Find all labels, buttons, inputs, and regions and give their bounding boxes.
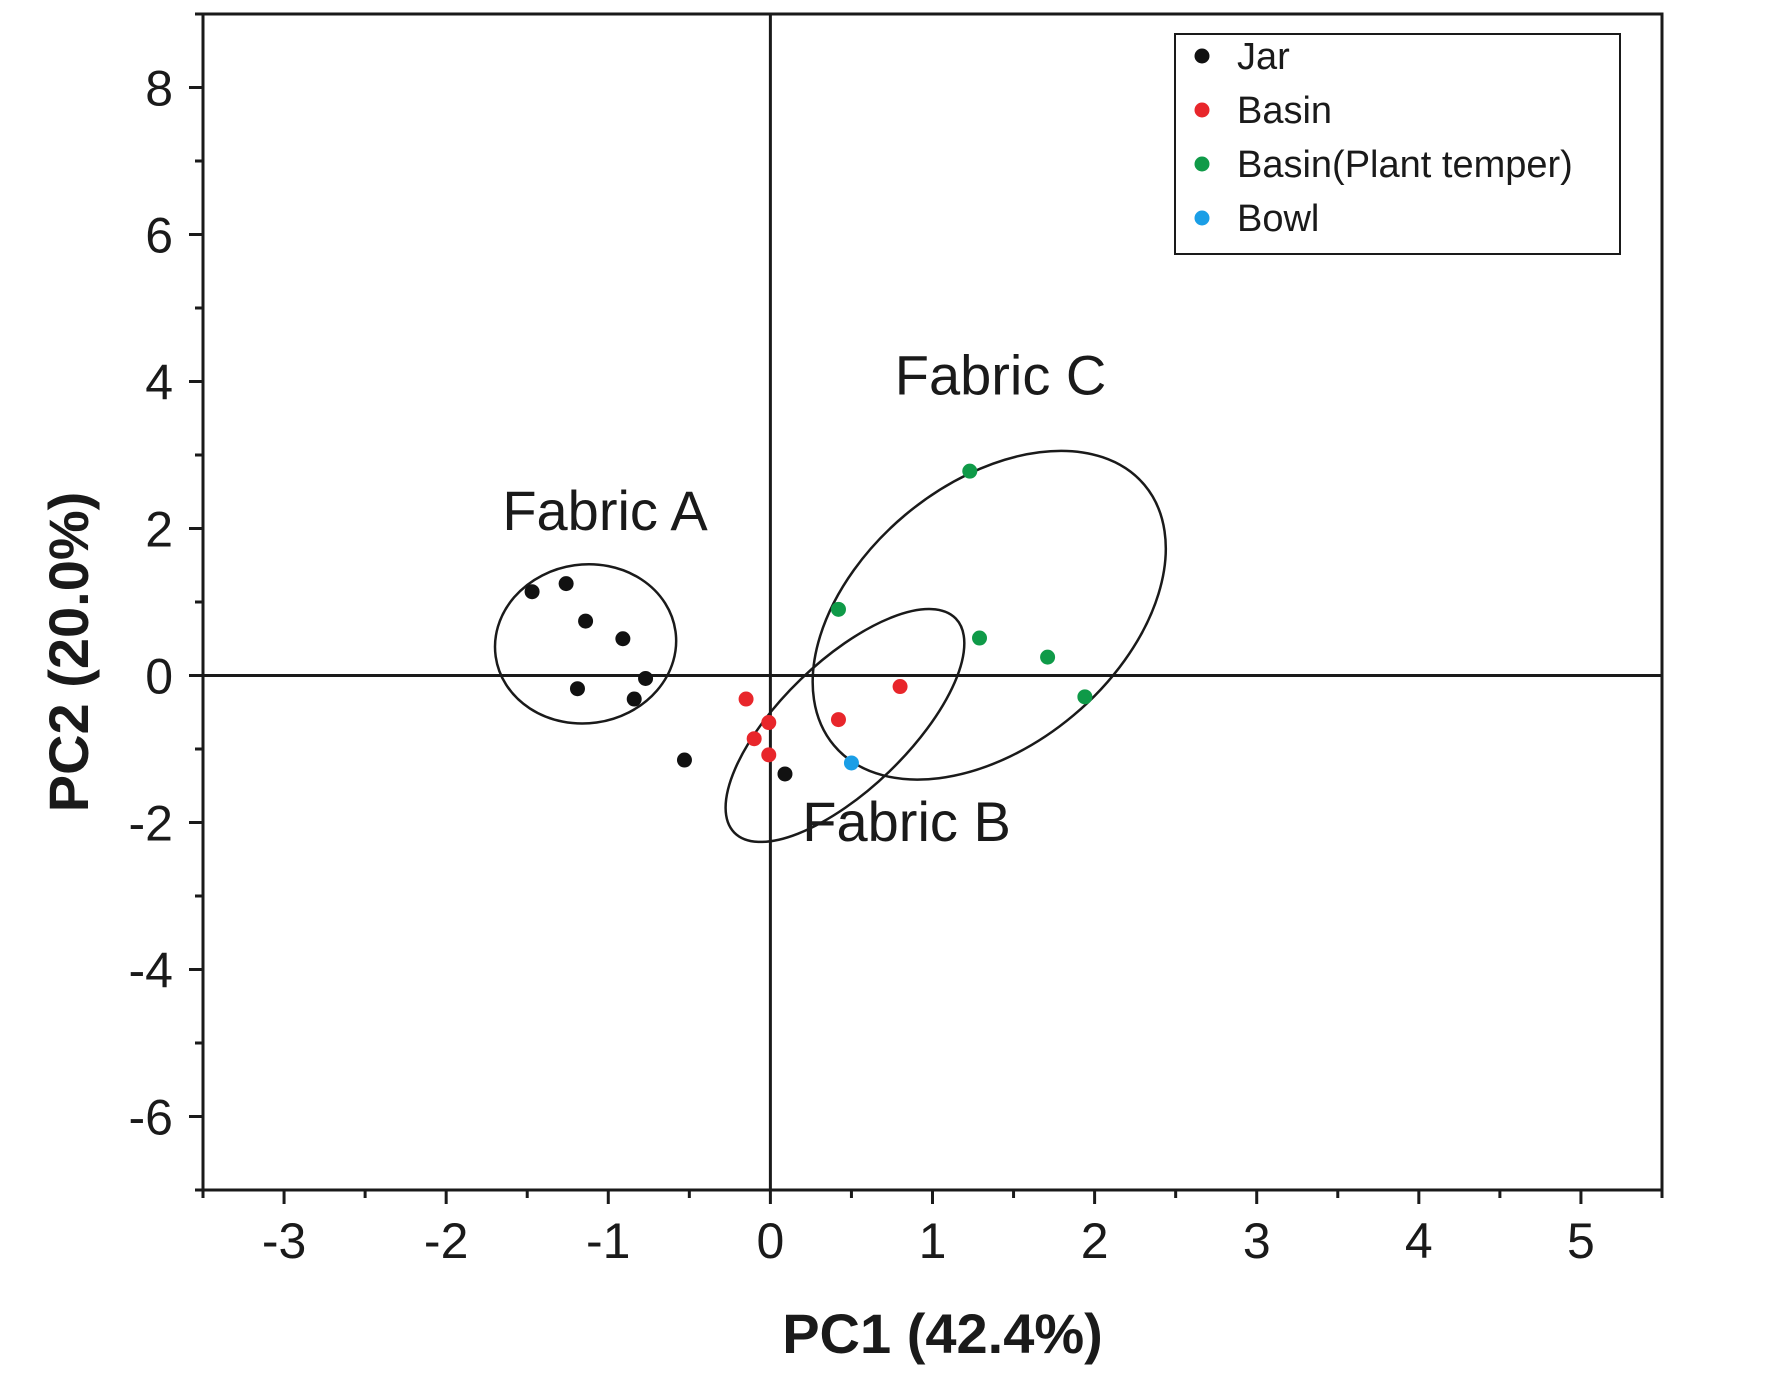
- legend-label: Jar: [1237, 36, 1290, 78]
- point-jar: [524, 584, 540, 600]
- fabric-label: Fabric A: [502, 479, 708, 542]
- point-basin: [738, 691, 754, 707]
- point-basin: [830, 712, 846, 728]
- point-basin-plant-temper: [830, 601, 846, 617]
- point-jar: [626, 691, 642, 707]
- y-tick-label: 6: [145, 208, 173, 264]
- point-basin: [761, 715, 777, 731]
- cluster-ellipse: [811, 449, 1168, 781]
- point-bowl: [843, 755, 859, 771]
- point-jar: [638, 670, 654, 686]
- point-jar: [558, 576, 574, 592]
- legend-label: Bowl: [1237, 198, 1319, 240]
- point-jar: [578, 613, 594, 629]
- point-jar: [777, 766, 793, 782]
- point-basin-plant-temper: [1040, 649, 1056, 665]
- point-jar: [569, 681, 585, 697]
- y-tick-label: -6: [129, 1090, 173, 1146]
- y-tick-label: 2: [145, 502, 173, 558]
- plot-frame: -3 -2 -1 0 1 2 3 4 5 -6 -4 -2 0 2 4 6 8: [129, 12, 1664, 1269]
- fabric-label: Fabric B: [802, 790, 1011, 853]
- x-tick-label: -3: [262, 1213, 306, 1269]
- x-tick-label: 1: [919, 1213, 947, 1269]
- legend: Jar Basin Basin(Plant temper) Bowl: [1174, 33, 1621, 255]
- cluster-annotations: Fabric A Fabric B Fabric C: [502, 344, 1106, 853]
- point-basin-plant-temper: [972, 630, 988, 646]
- x-tick-label: 2: [1081, 1213, 1109, 1269]
- y-tick-label: 8: [145, 61, 173, 117]
- legend-marker: [1194, 156, 1210, 172]
- point-basin: [761, 747, 777, 763]
- y-axis-title: PC2 (20.0%): [37, 492, 100, 813]
- data-points: [524, 463, 1093, 782]
- point-basin-plant-temper: [962, 463, 978, 479]
- x-tick-label: 5: [1567, 1213, 1595, 1269]
- point-basin: [746, 731, 762, 747]
- point-jar: [615, 631, 631, 647]
- x-tick-label: -2: [424, 1213, 468, 1269]
- x-tick-label: -1: [586, 1213, 630, 1269]
- legend-box: [1174, 33, 1621, 255]
- x-tick-label: 0: [756, 1213, 784, 1269]
- x-axis-title: PC1 (42.4%): [782, 1302, 1103, 1365]
- y-tick-label: 0: [145, 649, 173, 705]
- point-basin: [892, 679, 908, 695]
- legend-marker: [1194, 48, 1210, 64]
- cluster-ellipses: [493, 449, 1168, 844]
- y-tick-label: -2: [129, 796, 173, 852]
- legend-label: Basin(Plant temper): [1237, 144, 1573, 186]
- point-jar: [676, 752, 692, 768]
- legend-marker: [1194, 210, 1210, 226]
- fabric-label: Fabric C: [895, 344, 1107, 407]
- x-tick-label: 4: [1405, 1213, 1433, 1269]
- cluster-ellipse: [724, 607, 966, 844]
- legend-label: Basin: [1237, 90, 1332, 132]
- cluster-ellipse: [493, 563, 678, 725]
- y-tick-label: -4: [129, 943, 173, 999]
- point-basin-plant-temper: [1077, 689, 1093, 705]
- y-tick-label: 4: [145, 355, 173, 411]
- legend-marker: [1194, 102, 1210, 118]
- x-tick-label: 3: [1243, 1213, 1271, 1269]
